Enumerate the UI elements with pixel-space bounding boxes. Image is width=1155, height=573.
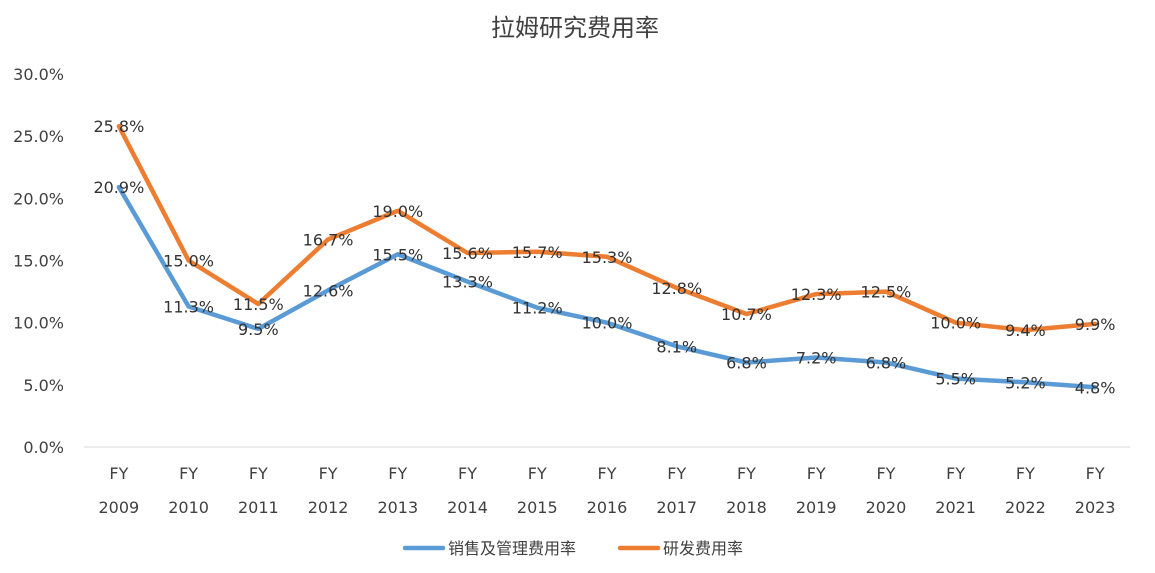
x-axis: FY 2009 FY 2010 FY 2011 FY 2012 FY 2013 FY 2014 FY 20…	[84, 446, 1130, 517]
x-tick-label: 2022	[1005, 498, 1046, 517]
y-tick-label: 25.0%	[13, 127, 64, 146]
data-label-rd-ratio: 15.0%	[163, 252, 214, 271]
x-tick-label: 2014	[447, 498, 488, 517]
data-label-sga-ratio: 7.2%	[796, 348, 837, 367]
x-tick-label: 2020	[866, 498, 907, 517]
y-tick-label: 15.0%	[13, 252, 64, 271]
data-labels: 20.9% 11.3% 9.5% 12.6% 15.5% 13.3% 11.2% 10.0% 8…	[93, 117, 1115, 397]
x-tick-label: 2012	[308, 498, 349, 517]
series-lines	[116, 123, 1098, 390]
legend-label: 研发费用率	[663, 539, 743, 558]
y-tick-label: 20.0%	[13, 189, 64, 208]
x-tick-label: 2016	[587, 498, 628, 517]
data-label-rd-ratio: 9.9%	[1075, 315, 1116, 334]
x-tick-label: FY	[319, 464, 338, 483]
y-tick-label: 30.0%	[13, 65, 64, 84]
x-tick-label: FY	[1086, 464, 1105, 483]
x-tick-label: 2013	[377, 498, 418, 517]
x-tick-label: 2017	[656, 498, 697, 517]
data-label-sga-ratio: 15.5%	[372, 245, 423, 264]
data-label-rd-ratio: 10.7%	[721, 305, 772, 324]
data-label-rd-ratio: 12.8%	[651, 279, 702, 298]
x-tick-label: FY	[946, 464, 965, 483]
x-tick-label: FY	[109, 464, 128, 483]
x-tick-label: 2011	[238, 498, 279, 517]
data-label-sga-ratio: 4.8%	[1075, 378, 1116, 397]
y-axis: 0.0% 5.0% 10.0% 15.0% 20.0% 25.0% 30.0%	[13, 65, 64, 457]
x-tick-label: FY	[249, 464, 268, 483]
x-tick-label: FY	[388, 464, 407, 483]
x-tick-label: FY	[179, 464, 198, 483]
data-label-sga-ratio: 8.1%	[656, 337, 697, 356]
data-label-sga-ratio: 6.8%	[866, 353, 907, 372]
legend-item-sga-ratio: 销售及管理费用率	[402, 539, 576, 558]
data-label-rd-ratio: 15.7%	[512, 243, 563, 262]
data-label-rd-ratio: 12.3%	[791, 285, 842, 304]
x-tick-label: 2018	[726, 498, 767, 517]
series-line-sga-ratio	[116, 184, 1098, 390]
y-tick-label: 5.0%	[23, 376, 64, 395]
data-label-rd-ratio: 11.5%	[233, 295, 284, 314]
data-label-sga-ratio: 5.2%	[1005, 373, 1046, 392]
data-label-rd-ratio: 9.4%	[1005, 321, 1046, 340]
data-label-sga-ratio: 12.6%	[303, 281, 354, 300]
y-tick-label: 10.0%	[13, 314, 64, 333]
data-label-rd-ratio: 15.3%	[582, 248, 633, 267]
data-label-rd-ratio: 25.8%	[93, 117, 144, 136]
data-label-sga-ratio: 13.3%	[442, 273, 493, 292]
data-label-sga-ratio: 11.3%	[163, 298, 214, 317]
x-tick-label: 2009	[99, 498, 140, 517]
x-tick-label: FY	[876, 464, 895, 483]
data-label-rd-ratio: 15.6%	[442, 244, 493, 263]
x-tick-label: 2023	[1075, 498, 1116, 517]
data-label-sga-ratio: 10.0%	[582, 314, 633, 333]
data-label-rd-ratio: 19.0%	[372, 202, 423, 221]
x-tick-label: 2021	[935, 498, 976, 517]
x-tick-label: FY	[737, 464, 756, 483]
data-label-rd-ratio: 10.0%	[930, 314, 981, 333]
chart-title: 拉姆研究费用率	[491, 14, 659, 42]
x-tick-label: FY	[1016, 464, 1035, 483]
x-tick-label: FY	[598, 464, 617, 483]
data-label-sga-ratio: 6.8%	[726, 353, 767, 372]
x-tick-label: FY	[667, 464, 686, 483]
data-label-sga-ratio: 5.5%	[935, 370, 976, 389]
legend-label: 销售及管理费用率	[448, 539, 576, 558]
x-tick-label: 2010	[168, 498, 209, 517]
data-label-sga-ratio: 20.9%	[93, 178, 144, 197]
x-tick-label: FY	[528, 464, 547, 483]
series-line-rd-ratio	[116, 123, 1098, 333]
x-tick-label: FY	[807, 464, 826, 483]
data-label-sga-ratio: 11.2%	[512, 299, 563, 318]
x-tick-label: FY	[458, 464, 477, 483]
legend: 销售及管理费用率 研发费用率	[402, 539, 743, 558]
y-tick-label: 0.0%	[23, 438, 64, 457]
data-label-rd-ratio: 16.7%	[303, 230, 354, 249]
data-label-rd-ratio: 12.5%	[861, 283, 912, 302]
legend-item-rd-ratio: 研发费用率	[617, 539, 743, 558]
data-label-sga-ratio: 9.5%	[238, 320, 279, 339]
x-tick-label: 2019	[796, 498, 837, 517]
x-tick-label: 2015	[517, 498, 558, 517]
